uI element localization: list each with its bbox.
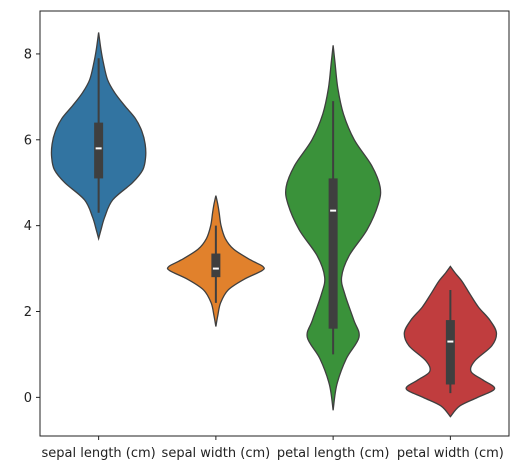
plot-frame [39, 10, 510, 437]
box-sepal-length [94, 122, 104, 179]
x-tick-label: petal length (cm) [277, 446, 390, 461]
y-tick-label: 2 [24, 305, 32, 320]
box-petal-length [328, 178, 338, 329]
y-axis: 0 2 4 6 8 [24, 47, 40, 406]
y-tick-label: 0 [24, 391, 32, 406]
inner-boxes-group [94, 58, 455, 394]
x-tick-label: sepal length (cm) [41, 446, 155, 461]
x-tick-label: petal width (cm) [397, 446, 504, 461]
x-tick-label: sepal width (cm) [162, 446, 271, 461]
box-sepal-width [211, 253, 221, 278]
y-tick-label: 8 [24, 47, 32, 62]
y-tick-label: 4 [24, 219, 32, 234]
y-tick-label: 6 [24, 133, 32, 148]
x-axis: sepal length (cm) sepal width (cm) petal l… [41, 436, 504, 461]
box-petal-width [445, 320, 455, 385]
